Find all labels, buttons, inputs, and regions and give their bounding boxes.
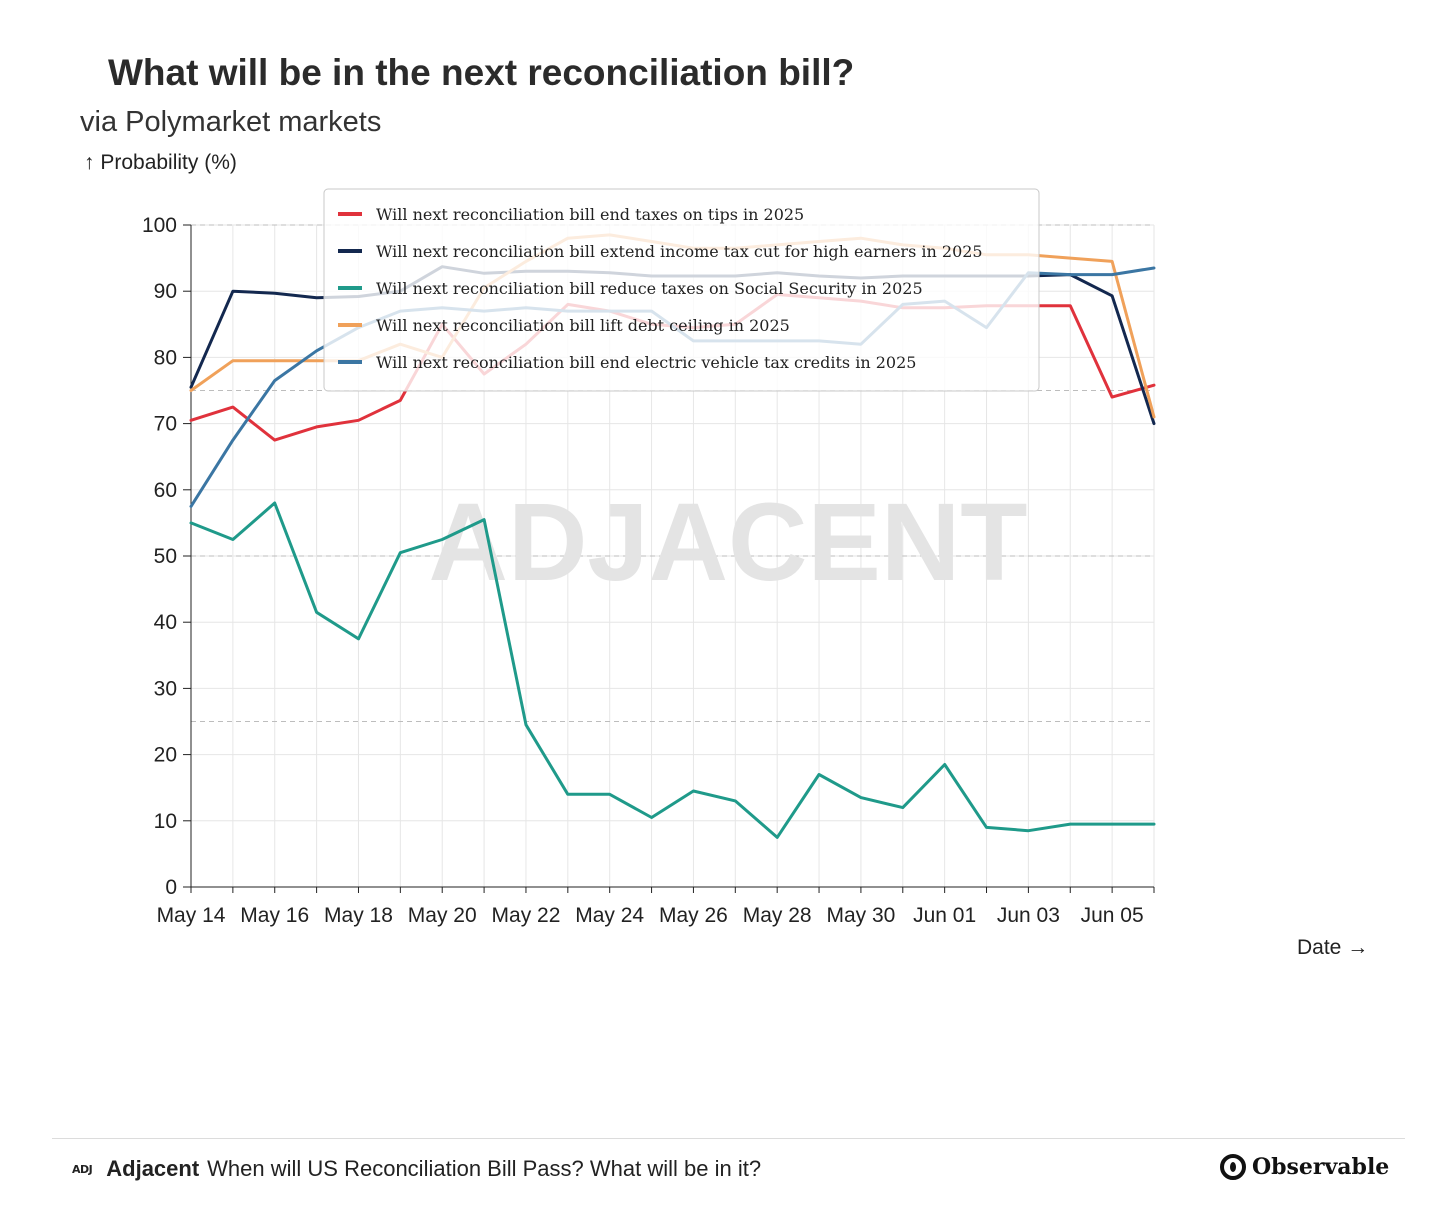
x-tick-label: May 26 bbox=[659, 904, 728, 927]
x-tick-label: May 20 bbox=[408, 904, 477, 927]
x-tick-label: May 14 bbox=[157, 904, 226, 927]
legend-item-label: Will next reconciliation bill reduce tax… bbox=[376, 279, 923, 298]
line-chart: ADJACENT 0 10 20 30 40 50 60 70 80 90 100 May 14 May… bbox=[142, 188, 1156, 927]
footer-link-text[interactable]: When will US Reconciliation Bill Pass? W… bbox=[207, 1156, 762, 1181]
y-tick-label: 60 bbox=[154, 479, 177, 502]
series-line-3[interactable] bbox=[189, 501, 1156, 839]
x-tick-label: Jun 05 bbox=[1081, 904, 1144, 927]
footer-brand[interactable]: Adjacent bbox=[106, 1156, 200, 1181]
x-axis-label: Date → bbox=[1297, 936, 1369, 959]
y-tick-label: 40 bbox=[154, 611, 177, 634]
y-tick-label: 30 bbox=[154, 677, 177, 700]
legend-item-label: Will next reconciliation bill end electr… bbox=[376, 353, 916, 372]
y-tick-label: 70 bbox=[154, 413, 177, 436]
x-tick-label: May 16 bbox=[240, 904, 309, 927]
x-tick-label: Jun 01 bbox=[913, 904, 976, 927]
legend[interactable]: Will next reconciliation bill end taxes … bbox=[323, 188, 1040, 392]
chart-subtitle: via Polymarket markets bbox=[80, 106, 382, 138]
y-tick-label: 80 bbox=[154, 346, 177, 369]
x-tick-label: May 18 bbox=[324, 904, 393, 927]
watermark-text: ADJACENT bbox=[429, 481, 1028, 604]
y-axis-label: ↑ Probability (%) bbox=[84, 151, 237, 174]
x-tick-label: May 30 bbox=[826, 904, 895, 927]
y-tick-label: 0 bbox=[165, 876, 177, 899]
legend-item-label: Will next reconciliation bill extend inc… bbox=[376, 242, 983, 261]
y-tick-label: 90 bbox=[154, 280, 177, 303]
chart-title: What will be in the next reconciliation … bbox=[108, 52, 855, 93]
y-tick-label: 10 bbox=[154, 810, 177, 833]
footer-divider bbox=[52, 1138, 1405, 1139]
y-tick-label: 50 bbox=[154, 545, 177, 568]
x-tick-label: May 24 bbox=[575, 904, 644, 927]
observable-label: Observable bbox=[1252, 1154, 1390, 1180]
footer: ADJ Adjacent When will US Reconciliation… bbox=[72, 1156, 761, 1182]
legend-box bbox=[323, 188, 1040, 392]
x-tick-label: May 22 bbox=[492, 904, 561, 927]
y-tick-label: 100 bbox=[142, 214, 177, 237]
adjacent-logo: ADJ bbox=[72, 1162, 93, 1176]
observable-brand[interactable]: Observable bbox=[1220, 1154, 1389, 1180]
legend-item-label: Will next reconciliation bill lift debt … bbox=[376, 316, 790, 335]
y-tick-label: 20 bbox=[154, 744, 177, 767]
x-tick-label: May 28 bbox=[743, 904, 812, 927]
observable-logo-icon bbox=[1220, 1154, 1246, 1180]
x-tick-label: Jun 03 bbox=[997, 904, 1060, 927]
axis-layer: 0 10 20 30 40 50 60 70 80 90 100 May 14 May 16 May 18… bbox=[142, 214, 1155, 927]
legend-item-label: Will next reconciliation bill end taxes … bbox=[376, 205, 804, 224]
